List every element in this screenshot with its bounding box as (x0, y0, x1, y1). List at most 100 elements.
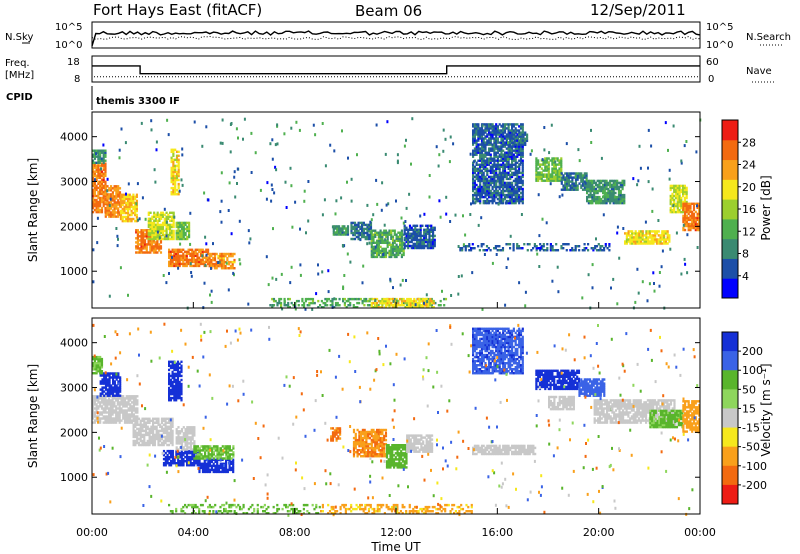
data-cell (591, 201, 594, 205)
data-cell (113, 207, 116, 210)
data-cell (147, 237, 150, 241)
data-cell (374, 301, 377, 305)
data-cell (172, 182, 175, 186)
data-cell (361, 225, 364, 229)
data-cell (122, 401, 125, 404)
data-cell (576, 174, 579, 178)
data-cell (93, 364, 96, 367)
data-cell (354, 306, 357, 309)
data-cell (411, 306, 414, 309)
data-cell (685, 224, 688, 228)
data-cell (359, 225, 362, 229)
data-cell (489, 191, 492, 195)
data-cell (177, 186, 180, 190)
data-cell (682, 228, 685, 232)
data-cell (551, 171, 554, 174)
data-cell (201, 256, 204, 260)
colorbar-swatch (722, 199, 738, 220)
data-cell (486, 169, 489, 173)
data-cell (519, 147, 523, 150)
data-cell (423, 228, 426, 232)
data-cell (600, 197, 603, 201)
data-cell (486, 139, 489, 142)
data-cell (519, 181, 523, 185)
data-cell (482, 175, 485, 179)
data-cell (108, 207, 111, 210)
data-cell (484, 175, 487, 179)
data-cell (205, 260, 208, 264)
data-cell (92, 198, 95, 202)
data-cell (352, 233, 355, 237)
data-cell (109, 197, 112, 201)
data-cell (616, 302, 619, 306)
data-cell (115, 413, 118, 416)
data-cell (585, 172, 588, 175)
data-cell (104, 388, 108, 391)
data-cell (519, 247, 522, 250)
data-cell (495, 173, 498, 177)
data-cell (664, 121, 667, 125)
data-cell (139, 431, 142, 435)
data-cell (402, 251, 405, 255)
data-cell (359, 238, 362, 242)
data-cell (120, 407, 123, 410)
data-cell (111, 403, 114, 406)
data-cell (267, 283, 270, 287)
data-cell (489, 161, 492, 165)
data-cell (482, 173, 485, 177)
data-cell (149, 251, 152, 254)
data-cell (372, 233, 375, 236)
data-cell (682, 226, 685, 230)
data-cell (522, 135, 525, 138)
data-cell (414, 236, 417, 240)
data-cell (113, 209, 116, 212)
data-cell (424, 238, 428, 242)
data-cell (390, 301, 393, 305)
data-cell (151, 237, 154, 241)
data-cell (176, 252, 180, 256)
data-cell (632, 238, 636, 241)
data-cell (503, 181, 507, 185)
data-cell (666, 232, 669, 235)
data-cell (384, 152, 387, 156)
data-cell (473, 135, 476, 138)
data-cell (602, 201, 605, 205)
data-cell (185, 250, 188, 254)
data-cell (682, 208, 685, 212)
data-cell (153, 227, 156, 231)
data-cell (444, 137, 447, 141)
data-cell (395, 239, 398, 243)
data-cell (666, 236, 669, 239)
data-cell (503, 169, 507, 173)
data-cell (516, 197, 519, 201)
data-cell (111, 203, 114, 206)
data-cell (493, 131, 496, 134)
data-cell (593, 193, 596, 197)
data-cell (186, 225, 189, 229)
data-cell (473, 175, 476, 179)
data-cell (374, 306, 377, 309)
data-cell (135, 202, 138, 206)
data-cell (551, 249, 554, 252)
data-cell (100, 167, 102, 171)
data-cell (524, 133, 527, 136)
data-cell (514, 171, 517, 175)
data-cell (591, 195, 594, 199)
data-cell (112, 382, 115, 385)
data-cell (143, 443, 146, 447)
data-cell (163, 237, 166, 241)
data-cell (524, 141, 527, 145)
data-cell (381, 306, 384, 309)
data-cell (209, 293, 211, 297)
data-cell (498, 195, 501, 199)
data-cell (574, 186, 578, 189)
data-cell (182, 260, 185, 264)
data-cell (357, 237, 360, 241)
data-cell (97, 192, 100, 196)
data-cell (496, 147, 499, 150)
data-cell (694, 228, 697, 232)
data-cell (480, 151, 484, 154)
data-cell (151, 225, 154, 229)
data-cell (374, 247, 377, 251)
data-cell (92, 395, 95, 398)
